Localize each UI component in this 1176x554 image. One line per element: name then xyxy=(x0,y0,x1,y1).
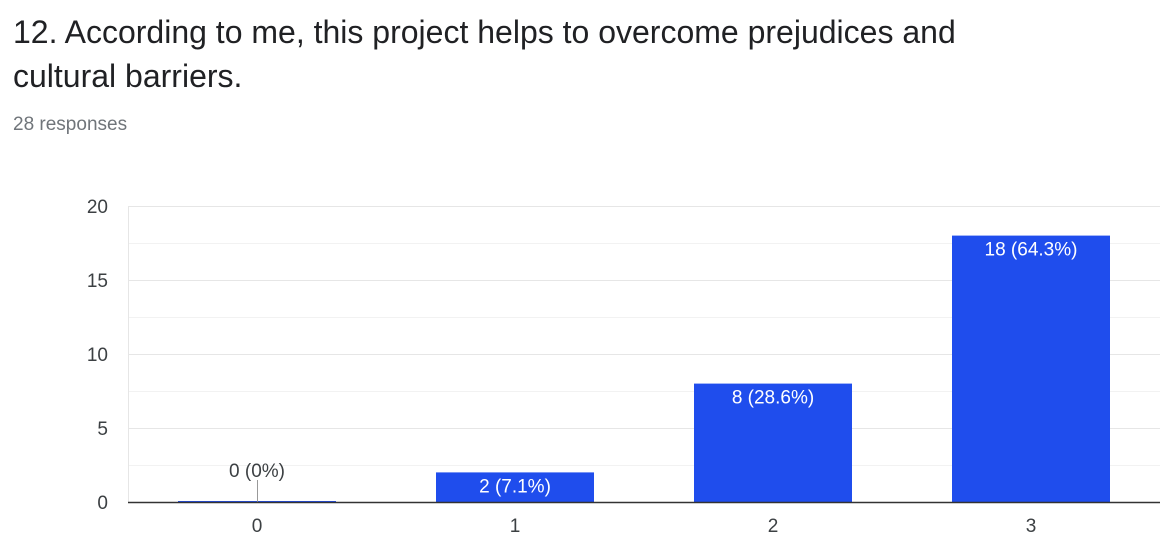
x-tick-label: 0 xyxy=(252,516,263,537)
response-count: 28 responses xyxy=(13,114,128,135)
data-label: 18 (64.3%) xyxy=(985,240,1078,261)
x-axis-tick-labels: 0 1 2 3 xyxy=(252,516,1037,537)
y-tick-label: 0 xyxy=(97,493,108,514)
y-tick-label: 10 xyxy=(87,345,108,366)
y-tick-label: 15 xyxy=(87,271,108,292)
bar-1 xyxy=(436,472,594,502)
data-label: 0 (0%) xyxy=(229,461,285,482)
data-labels: 0 (0%) 2 (7.1%) 8 (28.6%) 18 (64.3%) xyxy=(229,240,1077,498)
y-tick-label: 20 xyxy=(87,197,108,218)
bar-2 xyxy=(694,383,852,502)
question-title: 12. According to me, this project helps … xyxy=(13,14,956,94)
data-label: 8 (28.6%) xyxy=(732,388,814,409)
y-axis-tick-labels: 0 5 10 15 20 xyxy=(87,197,108,514)
data-label: 2 (7.1%) xyxy=(479,476,551,497)
x-tick-label: 1 xyxy=(510,516,521,537)
bar-3 xyxy=(952,235,1110,502)
x-tick-label: 3 xyxy=(1026,516,1037,537)
x-tick-label: 2 xyxy=(768,516,779,537)
bars xyxy=(178,235,1110,502)
y-tick-label: 5 xyxy=(97,419,108,440)
